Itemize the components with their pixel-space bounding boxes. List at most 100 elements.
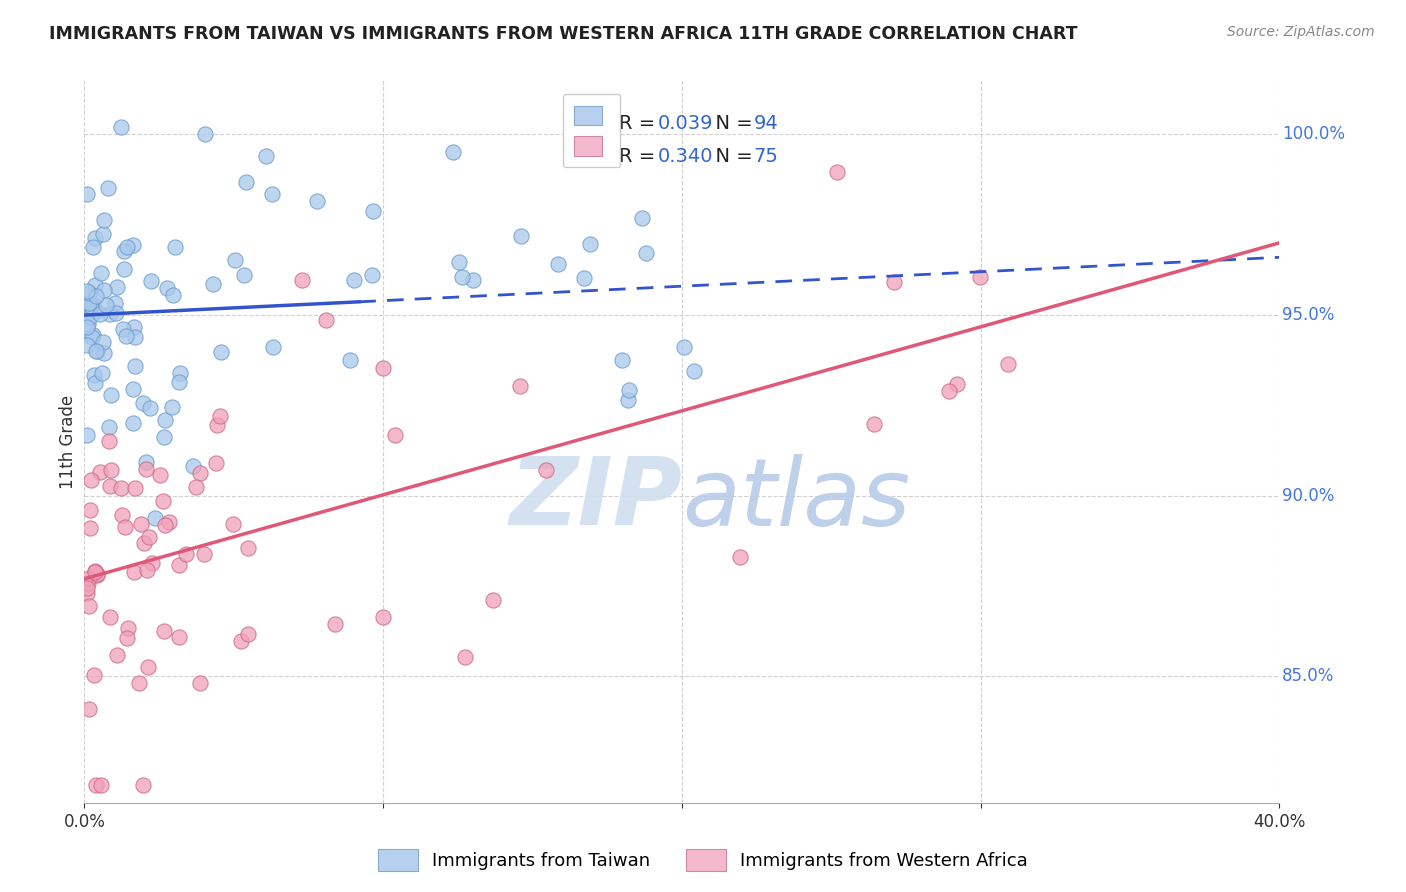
Point	[117, 621, 139, 635]
Point	[91, 366, 114, 380]
Text: atlas: atlas	[682, 454, 910, 545]
Point	[111, 508, 134, 523]
Point	[121, 416, 143, 430]
Point	[79, 702, 101, 716]
Point	[86, 303, 108, 318]
Point	[167, 630, 190, 644]
Point	[83, 565, 105, 579]
Point	[98, 307, 121, 321]
Point	[254, 149, 277, 163]
Text: N =: N =	[703, 114, 759, 133]
Point	[153, 430, 176, 444]
Point	[149, 467, 172, 482]
Point	[79, 310, 101, 325]
Point	[84, 564, 107, 578]
Point	[343, 273, 366, 287]
Point	[509, 378, 531, 392]
Point	[156, 281, 179, 295]
Point	[236, 541, 259, 555]
Point	[454, 650, 477, 665]
Y-axis label: 11th Grade: 11th Grade	[59, 394, 77, 489]
Point	[129, 517, 152, 532]
Text: R =: R =	[619, 114, 661, 133]
Point	[211, 345, 233, 359]
Point	[153, 413, 176, 427]
Point	[132, 395, 155, 409]
Point	[86, 567, 108, 582]
Text: N =: N =	[703, 146, 759, 166]
Point	[315, 313, 337, 327]
Point	[77, 599, 100, 613]
Point	[463, 273, 485, 287]
Point	[339, 353, 361, 368]
Point	[84, 231, 107, 245]
Point	[98, 610, 121, 624]
Point	[86, 343, 108, 358]
Point	[610, 353, 633, 368]
Point	[181, 459, 204, 474]
Point	[174, 547, 197, 561]
Point	[235, 175, 257, 189]
Point	[114, 519, 136, 533]
Point	[262, 340, 284, 354]
Point	[97, 420, 120, 434]
Text: IMMIGRANTS FROM TAIWAN VS IMMIGRANTS FROM WESTERN AFRICA 11TH GRADE CORRELATION : IMMIGRANTS FROM TAIWAN VS IMMIGRANTS FRO…	[49, 25, 1078, 43]
Point	[323, 617, 346, 632]
Point	[572, 271, 595, 285]
Point	[76, 581, 98, 595]
Point	[169, 366, 191, 380]
Point	[89, 465, 111, 479]
Point	[139, 401, 162, 415]
Point	[997, 357, 1019, 371]
Point	[138, 530, 160, 544]
Point	[110, 120, 132, 135]
Point	[124, 481, 146, 495]
Point	[124, 330, 146, 344]
Point	[90, 266, 112, 280]
Point	[122, 566, 145, 580]
Point	[153, 518, 176, 533]
Point	[153, 624, 176, 639]
Point	[630, 211, 652, 225]
Point	[80, 473, 103, 487]
Point	[79, 503, 101, 517]
Text: 75: 75	[754, 146, 779, 166]
Point	[86, 568, 108, 582]
Point	[157, 515, 180, 529]
Point	[105, 280, 128, 294]
Text: 95.0%: 95.0%	[1282, 306, 1334, 324]
Point	[363, 203, 385, 218]
Point	[112, 262, 135, 277]
Point	[77, 317, 100, 331]
Text: 100.0%: 100.0%	[1282, 126, 1346, 144]
Point	[450, 269, 472, 284]
Point	[84, 778, 107, 792]
Point	[152, 494, 174, 508]
Point	[76, 338, 98, 352]
Point	[139, 274, 162, 288]
Point	[76, 186, 98, 201]
Point	[82, 297, 104, 311]
Legend: Immigrants from Taiwan, Immigrants from Western Africa: Immigrants from Taiwan, Immigrants from …	[371, 842, 1035, 879]
Point	[84, 289, 107, 303]
Point	[262, 187, 284, 202]
Point	[193, 547, 215, 561]
Point	[124, 359, 146, 373]
Point	[90, 778, 112, 792]
Point	[115, 240, 138, 254]
Point	[371, 610, 394, 624]
Point	[188, 675, 211, 690]
Point	[77, 286, 100, 301]
Point	[384, 428, 406, 442]
Point	[83, 368, 105, 382]
Point	[110, 481, 132, 495]
Point	[77, 575, 100, 590]
Point	[84, 344, 107, 359]
Point	[728, 549, 751, 564]
Point	[825, 165, 848, 179]
Point	[205, 456, 228, 470]
Point	[83, 668, 105, 682]
Point	[449, 255, 471, 269]
Point	[122, 382, 145, 396]
Point	[634, 246, 657, 260]
